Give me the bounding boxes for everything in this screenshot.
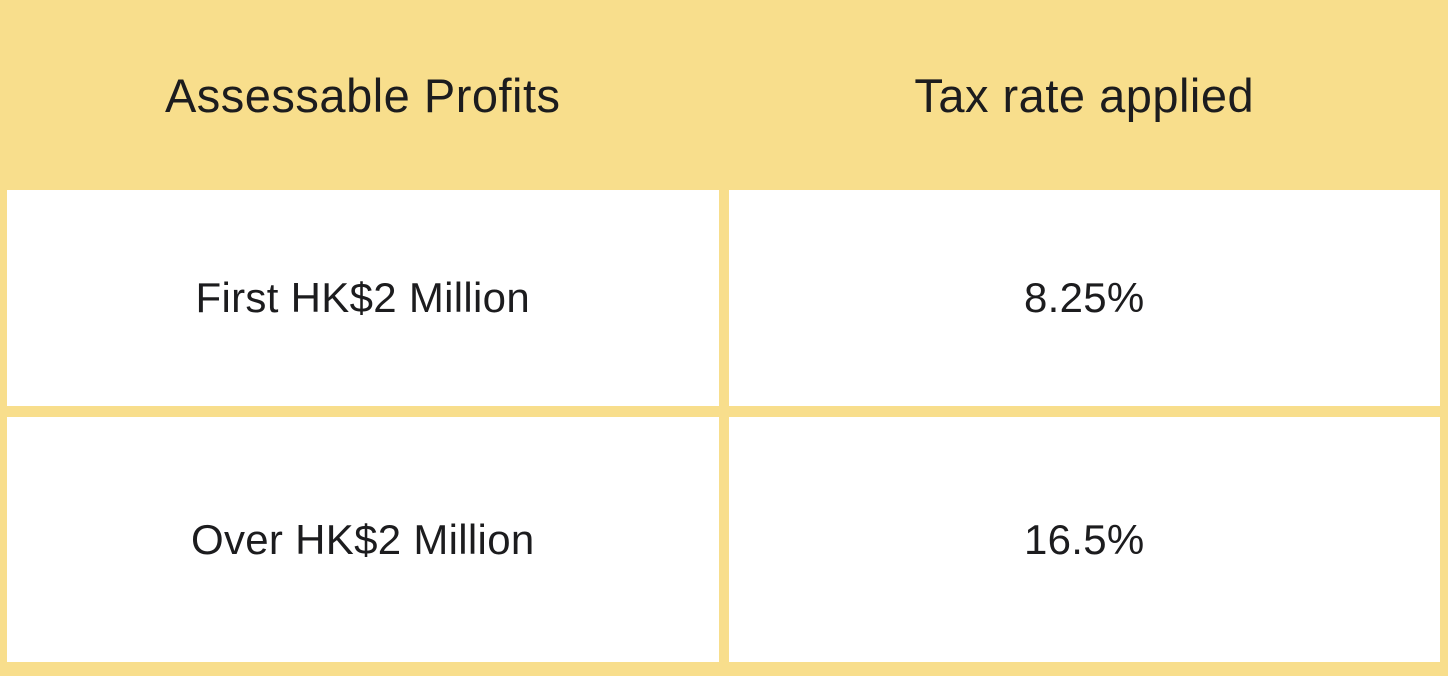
table-body: First HK$2 Million 8.25% Over HK$2 Milli… <box>0 190 1448 676</box>
cell-rate-row-1: 8.25% <box>728 190 1440 406</box>
cell-profits-row-2: Over HK$2 Million <box>7 417 719 662</box>
column-header-tax-rate-applied: Tax rate applied <box>914 68 1255 122</box>
cell-profits-row-1: First HK$2 Million <box>7 190 719 406</box>
table-header-row: Assessable Profits Tax rate applied <box>0 0 1448 190</box>
column-header-assessable-profits: Assessable Profits <box>164 68 561 122</box>
cell-rate-row-2: 16.5% <box>728 417 1440 662</box>
